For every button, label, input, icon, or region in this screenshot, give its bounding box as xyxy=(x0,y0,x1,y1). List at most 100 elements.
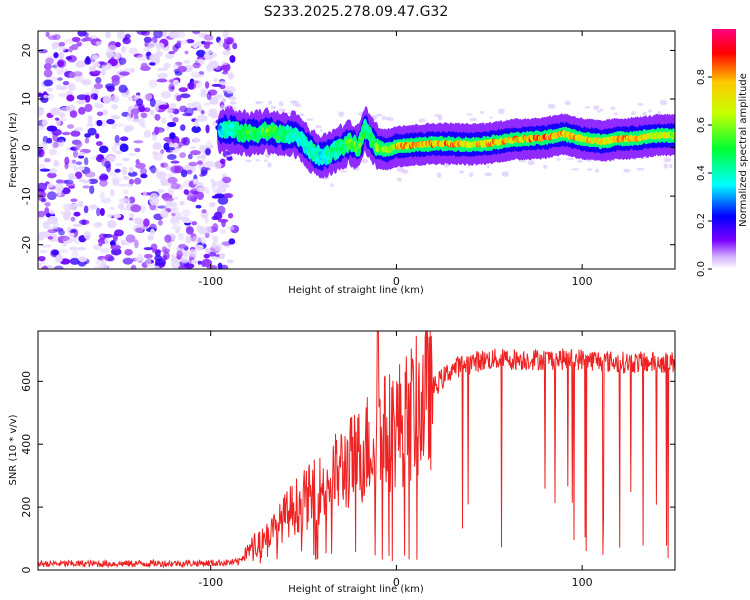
noise-speckle xyxy=(124,249,133,256)
noise-speckle xyxy=(75,62,86,68)
noise-speckle xyxy=(57,187,62,197)
x-tick-label: 0 xyxy=(393,275,400,288)
noise-speckle xyxy=(181,209,191,217)
noise-speckle xyxy=(140,112,148,119)
faint-speckle xyxy=(542,164,548,169)
y-tick-label: 0 xyxy=(20,144,33,151)
faint-speckle xyxy=(600,108,604,112)
noise-speckle xyxy=(87,178,99,185)
noise-speckle xyxy=(47,172,57,179)
x-tick-label: 100 xyxy=(572,576,593,589)
noise-speckle xyxy=(156,171,161,177)
faint-speckle xyxy=(642,111,647,116)
faint-speckle xyxy=(339,170,348,173)
noise-speckle xyxy=(121,166,128,176)
noise-speckle xyxy=(78,200,84,208)
noise-speckle xyxy=(78,106,86,115)
noise-speckle xyxy=(39,250,48,254)
noise-speckle xyxy=(207,112,214,117)
noise-speckle xyxy=(121,242,131,246)
noise-speckle xyxy=(183,59,191,64)
noise-speckle xyxy=(55,84,62,91)
noise-speckle xyxy=(49,209,55,215)
faint-speckle xyxy=(497,108,505,115)
noise-speckle xyxy=(74,145,81,151)
noise-speckle xyxy=(59,235,70,242)
ridge-cell xyxy=(223,128,228,135)
noise-speckle xyxy=(228,72,234,80)
noise-speckle xyxy=(160,162,169,169)
noise-speckle xyxy=(163,197,174,202)
faint-speckle xyxy=(656,111,662,115)
noise-speckle xyxy=(171,225,182,231)
noise-speckle xyxy=(42,221,50,230)
faint-speckle xyxy=(263,159,268,162)
noise-speckle xyxy=(128,213,135,219)
noise-speckle xyxy=(199,173,205,177)
noise-speckle xyxy=(41,244,52,248)
colorbar-tick-label: 0.4 xyxy=(696,165,707,181)
y-tick-label: 200 xyxy=(20,497,33,518)
noise-speckle xyxy=(167,121,177,128)
noise-speckle xyxy=(156,188,165,193)
noise-speckle xyxy=(54,183,64,193)
noise-speckle xyxy=(110,248,122,256)
faint-speckle xyxy=(255,101,259,105)
noise-speckle xyxy=(211,242,217,249)
noise-speckle xyxy=(209,144,214,149)
noise-speckle xyxy=(135,98,144,107)
noise-speckle xyxy=(178,243,187,249)
noise-speckle xyxy=(167,146,176,151)
noise-speckle xyxy=(47,93,55,100)
faint-speckle xyxy=(291,100,300,106)
signal-ridge-layer xyxy=(217,106,675,179)
noise-speckle xyxy=(192,178,198,185)
noise-speckle xyxy=(92,54,99,60)
faint-speckle xyxy=(376,113,383,117)
noise-speckle xyxy=(115,150,123,155)
noise-speckle xyxy=(44,202,51,207)
snr-panel: -100 0 100 0 200 400 600 Height of straight l… xyxy=(8,330,676,595)
noise-speckle xyxy=(78,151,86,156)
noise-speckle xyxy=(201,209,207,214)
noise-speckle xyxy=(149,61,156,66)
noise-speckle xyxy=(135,162,146,169)
faint-speckle xyxy=(396,177,403,182)
noise-speckle xyxy=(138,118,145,126)
noise-speckle xyxy=(38,210,46,218)
noise-speckle xyxy=(197,260,202,265)
faint-speckle xyxy=(459,170,465,174)
faint-speckle xyxy=(225,154,232,158)
noise-speckle xyxy=(180,257,189,264)
noise-speckle xyxy=(227,212,234,219)
noise-speckle xyxy=(66,124,75,129)
noise-speckle xyxy=(179,152,187,159)
ridge-cell xyxy=(358,142,362,149)
noise-speckle xyxy=(68,45,73,53)
noise-speckle xyxy=(96,111,104,117)
noise-speckle xyxy=(43,94,48,99)
noise-speckle xyxy=(45,31,50,38)
noise-speckle xyxy=(142,190,148,196)
faint-speckle xyxy=(659,99,668,106)
noise-speckle xyxy=(118,84,128,93)
noise-speckle xyxy=(170,165,181,174)
noise-speckle xyxy=(67,226,72,232)
x-tick-label: 0 xyxy=(393,576,400,589)
noise-speckle xyxy=(180,124,186,132)
noise-speckle xyxy=(116,31,126,40)
noise-speckle xyxy=(221,70,229,75)
noise-speckle xyxy=(122,176,130,180)
noise-speckle xyxy=(51,249,59,256)
faint-speckle xyxy=(255,159,260,162)
ridge-cell xyxy=(329,146,334,153)
noise-speckle xyxy=(172,142,179,148)
noise-speckle xyxy=(83,231,92,240)
noise-speckle xyxy=(95,259,105,266)
noise-speckle xyxy=(72,149,78,158)
noise-speckle xyxy=(143,129,152,138)
noise-speckle xyxy=(214,160,222,170)
faint-speckle xyxy=(637,102,644,106)
noise-speckle xyxy=(87,127,97,136)
